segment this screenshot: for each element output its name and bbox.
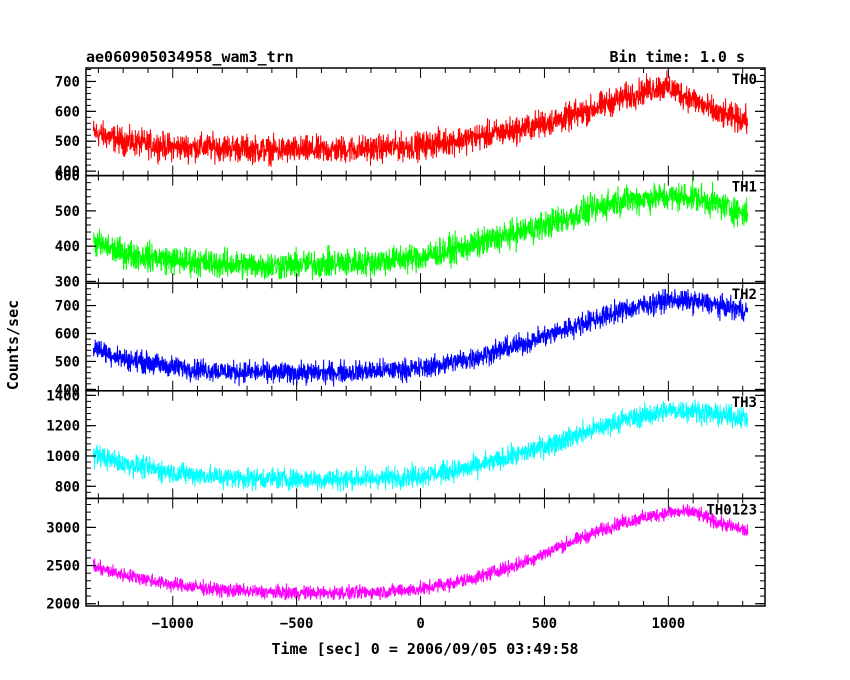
y-tick-label: 2500 [46, 559, 80, 575]
panel-label-th3: TH3 [732, 395, 757, 411]
y-tick-label: 600 [55, 104, 80, 120]
x-tick-label: 1000 [651, 616, 685, 632]
panel-frame [85, 497, 766, 607]
y-tick-label: 1000 [46, 449, 80, 465]
series-line-th2 [92, 288, 749, 387]
y-tick-label: 400 [55, 382, 80, 398]
panels-group: 400 500 600 700 TH0 300 400 500 600 TH1 400 500 600 7… [46, 67, 766, 632]
series-line-th0123 [92, 503, 749, 601]
y-tick-label: 1200 [46, 419, 80, 435]
x-tick-label: −500 [280, 616, 314, 632]
chart-title: ae060905034958_wam3_trn [86, 48, 294, 66]
panel-label-th2: TH2 [732, 287, 757, 303]
series-line-th1 [92, 176, 749, 281]
bin-time-label: Bin time: 1.0 s [610, 48, 745, 66]
y-tick-label: 1400 [46, 388, 80, 404]
panel-label-th0: TH0 [732, 72, 757, 88]
x-tick-label: −1000 [152, 616, 194, 632]
y-tick-label: 2000 [46, 597, 80, 613]
series-line-th0 [92, 70, 749, 168]
y-tick-label: 600 [55, 169, 80, 185]
y-tick-label: 600 [55, 327, 80, 343]
y-tick-label: 700 [55, 74, 80, 90]
y-tick-label: 500 [55, 204, 80, 220]
x-axis-label: Time [sec] 0 = 2006/09/05 03:49:58 [271, 640, 578, 658]
x-tick-label: 500 [532, 616, 557, 632]
y-tick-label: 400 [55, 239, 80, 255]
x-tick-label: 0 [416, 616, 424, 632]
series-line-th3 [92, 399, 749, 492]
y-tick-label: 800 [55, 479, 80, 495]
panel-label-th0123: TH0123 [706, 502, 757, 518]
y-tick-label: 700 [55, 299, 80, 315]
y-tick-label: 500 [55, 134, 80, 150]
y-tick-label: 3000 [46, 520, 80, 536]
y-tick-label: 400 [55, 164, 80, 180]
y-axis-label: Counts/sec [4, 300, 22, 390]
y-tick-label: 500 [55, 354, 80, 370]
y-tick-label: 300 [55, 274, 80, 290]
panel-label-th1: TH1 [732, 180, 757, 196]
